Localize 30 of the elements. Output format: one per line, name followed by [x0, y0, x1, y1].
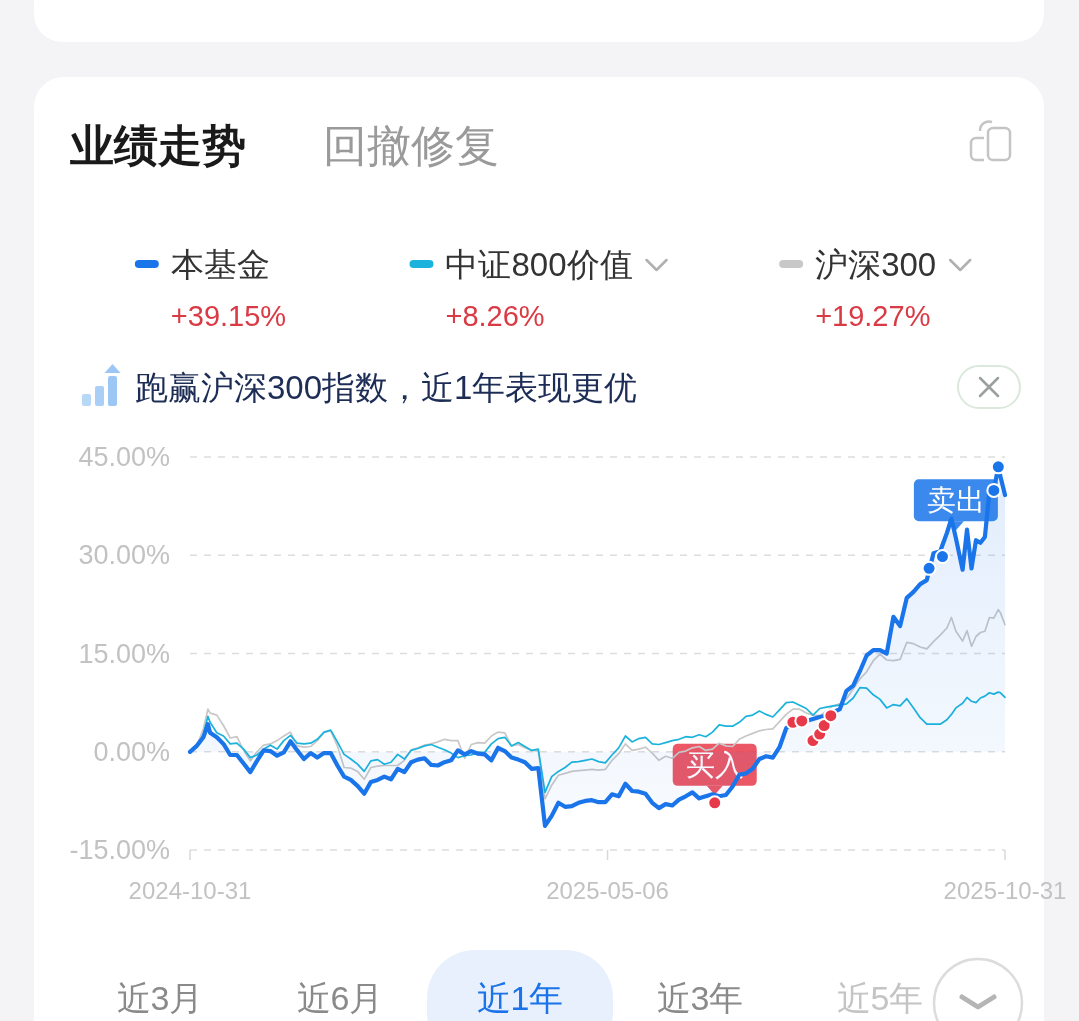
point: [934, 549, 950, 565]
chart-subtitle: 跑赢沪深300指数，近1年表现更优: [135, 369, 638, 406]
x-tick-label: 2024-10-31: [128, 877, 252, 904]
x-tick-label: 2025-10-31: [943, 877, 1067, 904]
chart-title: 业绩走势: [70, 121, 246, 170]
text: 近3年: [656, 979, 744, 1017]
text: +39.15%: [170, 300, 287, 332]
point: [794, 713, 810, 729]
y-tick-label: -15.00%: [69, 835, 170, 865]
y-tick-label: 0.00%: [93, 736, 170, 767]
point: [707, 795, 723, 811]
legend-label: 中证800价值: [445, 246, 633, 283]
y-tick-label: 30.00%: [78, 540, 170, 571]
legend-label: 沪深300: [815, 246, 937, 283]
text: 近3月: [116, 979, 204, 1017]
text: +8.26%: [445, 300, 545, 332]
point: [990, 459, 1006, 475]
y-tick-label: 45.00%: [78, 442, 170, 472]
text: 近6月: [296, 979, 384, 1017]
legend-label: 本基金: [170, 246, 270, 283]
text: 回撤修复: [323, 121, 499, 170]
text: 近5年: [836, 979, 924, 1017]
point: [986, 482, 1002, 498]
annotation: 卖出: [926, 484, 985, 517]
text: 近1年: [476, 979, 564, 1017]
point: [921, 560, 937, 576]
y-tick-label: 15.00%: [78, 638, 170, 669]
text: +19.27%: [815, 300, 931, 332]
x-tick-label: 2025-05-06: [546, 877, 669, 904]
point: [823, 708, 839, 724]
